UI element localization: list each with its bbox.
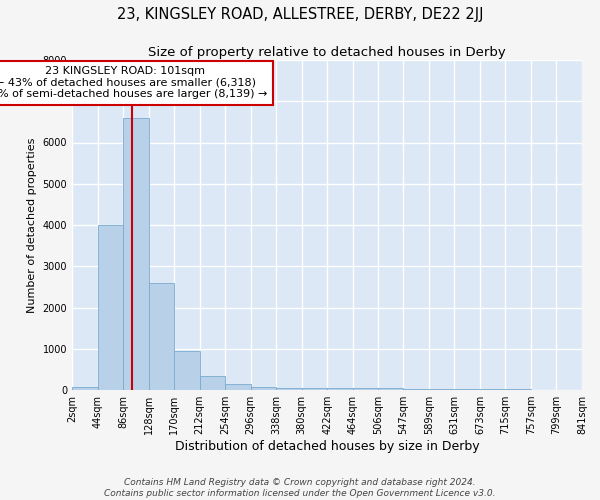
Bar (251, 386, 276, 390)
Text: 23, KINGSLEY ROAD, ALLESTREE, DERBY, DE22 2JJ: 23, KINGSLEY ROAD, ALLESTREE, DERBY, DE2… (117, 8, 483, 22)
Bar (328, 388, 353, 390)
Bar (403, 388, 429, 390)
Bar (429, 389, 454, 390)
Bar (200, 376, 225, 390)
Bar (302, 388, 328, 390)
Bar (276, 388, 302, 390)
Bar (353, 388, 379, 390)
Text: Contains HM Land Registry data © Crown copyright and database right 2024.
Contai: Contains HM Land Registry data © Crown c… (104, 478, 496, 498)
Bar (98, 225, 123, 390)
Y-axis label: Number of detached properties: Number of detached properties (27, 138, 37, 312)
Bar (379, 388, 403, 390)
Title: Size of property relative to detached houses in Derby: Size of property relative to detached ho… (148, 46, 506, 59)
Bar (174, 351, 200, 390)
Bar (454, 389, 480, 390)
Bar (149, 283, 174, 390)
Text: 23 KINGSLEY ROAD: 101sqm
← 43% of detached houses are smaller (6,318)
56% of sem: 23 KINGSLEY ROAD: 101sqm ← 43% of detach… (0, 66, 267, 100)
Bar (123, 118, 149, 390)
X-axis label: Distribution of detached houses by size in Derby: Distribution of detached houses by size … (175, 440, 479, 453)
Bar (480, 389, 505, 390)
Bar (225, 384, 251, 390)
Bar (72, 387, 98, 390)
